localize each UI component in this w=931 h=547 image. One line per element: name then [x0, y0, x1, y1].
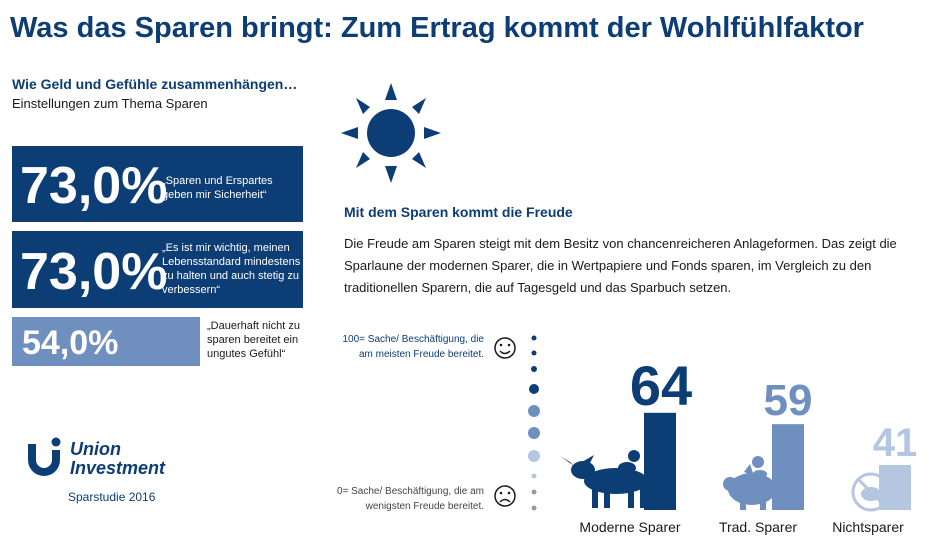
category-label: Trad. Sparer — [718, 519, 798, 535]
smiley-sad-icon — [494, 485, 516, 507]
study-label: Sparstudie 2016 — [68, 490, 156, 504]
stat-quote: „Es ist mir wichtig, meinen Lebensstanda… — [162, 242, 301, 296]
value-label: 41 — [872, 420, 918, 465]
logo-line-union: Union — [70, 439, 121, 459]
stat-value: 54,0% — [22, 324, 119, 362]
stat-box-bad-feeling: 54,0% — [12, 317, 200, 366]
value-label: 64 — [629, 353, 693, 417]
category-label: Nichtsparer — [832, 519, 904, 535]
stat-box-security: 73,0% „Sparen und Erspartes geben mir Si… — [12, 146, 303, 222]
stat-quote: „Sparen und Erspartes geben mir Sicherhe… — [162, 175, 273, 201]
page-title: Was das Sparen bringt: Zum Ertrag kommt … — [10, 12, 864, 44]
section-subtitle-secondary: Einstellungen zum Thema Sparen — [12, 96, 208, 111]
scale-top-label: 100= Sache/ Beschäftigung, die am meiste… — [342, 334, 485, 360]
category-label: Moderne Sparer — [579, 519, 681, 535]
piggy-bank-icon — [723, 456, 776, 510]
section-heading: Mit dem Sparen kommt die Freude — [344, 204, 573, 220]
scale-bottom-label: 0= Sache/ Beschäftigung, die am wenigste… — [336, 486, 484, 512]
scale-dots — [528, 335, 540, 511]
section-subtitle: Wie Geld und Gefühle zusammenhängen… — [12, 76, 298, 92]
stat-quote: „Dauerhaft nicht zu sparen bereitet ein … — [207, 320, 300, 360]
bull-icon — [560, 450, 666, 508]
stat-value: 73,0% — [20, 243, 168, 301]
bar-2 — [772, 424, 804, 510]
stat-box-living-standard: 73,0% „Es ist mir wichtig, meinen Lebens… — [12, 231, 303, 308]
stat-value: 73,0% — [20, 157, 168, 215]
logo-line-investment: Investment — [70, 458, 166, 478]
sun-icon — [341, 83, 441, 183]
bar-1 — [644, 412, 676, 510]
union-investment-logo-icon — [28, 437, 61, 476]
logo-text: Union Investment — [70, 440, 165, 478]
smiley-happy-icon — [494, 337, 516, 359]
no-piggy-bank-icon — [851, 472, 891, 512]
section-paragraph: Die Freude am Sparen steigt mit dem Besi… — [344, 236, 897, 295]
value-label: 59 — [763, 376, 813, 426]
